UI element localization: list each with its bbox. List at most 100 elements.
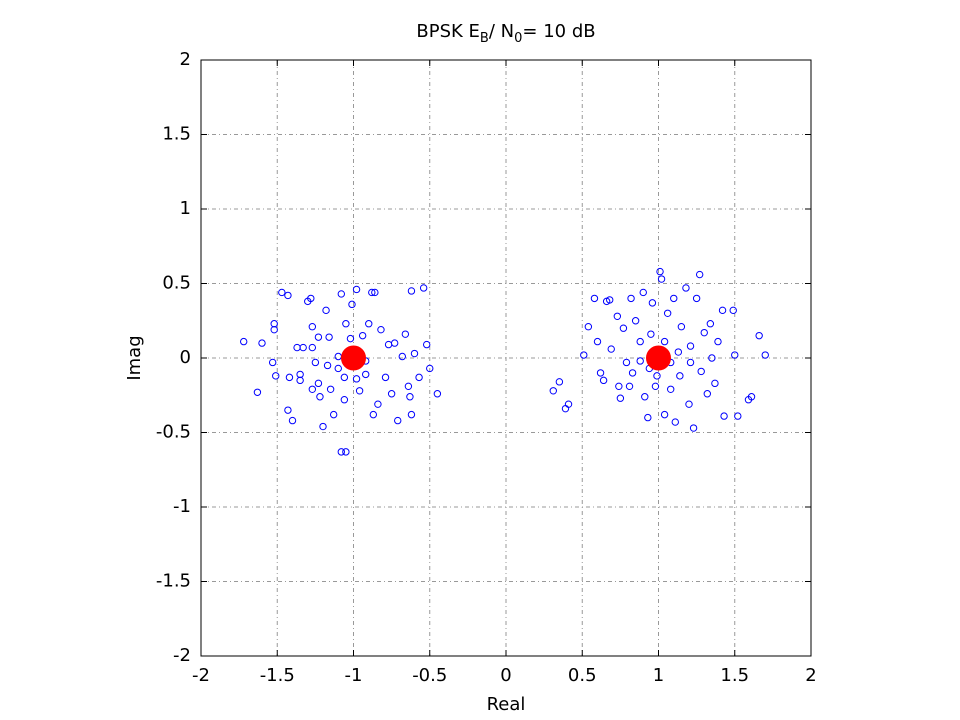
data-point xyxy=(706,320,715,328)
data-point xyxy=(406,393,414,401)
data-point xyxy=(368,288,376,297)
data-point xyxy=(342,448,350,456)
data-point xyxy=(663,309,672,317)
y-tick-label: -1.5 xyxy=(156,571,191,592)
data-point xyxy=(401,330,410,338)
data-point xyxy=(651,382,660,391)
chart-title: BPSK EB/ N0= 10 dB xyxy=(416,21,595,46)
data-point xyxy=(689,424,698,432)
data-point xyxy=(384,340,393,349)
data-point xyxy=(636,337,644,346)
data-point xyxy=(697,367,705,376)
data-point xyxy=(670,294,678,303)
data-point xyxy=(718,306,727,315)
data-point xyxy=(686,358,695,367)
data-point xyxy=(358,331,367,340)
data-point xyxy=(720,412,728,420)
y-axis-label: Imag xyxy=(124,335,145,380)
data-point xyxy=(636,357,644,365)
x-tick-label: 0 xyxy=(500,665,511,686)
data-point xyxy=(390,339,399,347)
data-point xyxy=(708,354,716,362)
data-point xyxy=(340,373,349,382)
x-tick-label: 2 xyxy=(805,665,816,686)
data-point xyxy=(671,418,679,426)
x-axis-label: Real xyxy=(487,694,526,715)
data-point xyxy=(398,352,406,361)
data-point xyxy=(410,349,419,358)
data-point xyxy=(329,410,338,419)
data-point xyxy=(355,387,364,395)
data-point xyxy=(433,390,442,398)
data-point xyxy=(314,379,323,388)
data-point xyxy=(695,270,704,279)
data-point xyxy=(644,413,652,422)
data-point xyxy=(311,358,320,367)
data-point xyxy=(700,328,708,337)
data-point xyxy=(337,290,345,298)
data-point xyxy=(729,306,737,315)
data-point xyxy=(319,422,327,431)
data-point xyxy=(564,400,573,408)
data-point xyxy=(648,299,657,307)
y-tick-label: 0.5 xyxy=(162,273,191,294)
data-point xyxy=(334,352,342,361)
data-point xyxy=(685,400,693,408)
data-point xyxy=(682,284,690,292)
data-point xyxy=(293,343,301,352)
data-point xyxy=(270,320,278,328)
x-tick-label: -1.5 xyxy=(260,665,295,686)
data-point xyxy=(657,275,666,283)
data-point xyxy=(625,382,634,391)
data-point xyxy=(316,393,324,401)
data-point xyxy=(268,358,277,367)
y-tick-label: 1 xyxy=(180,198,191,219)
data-point xyxy=(415,373,423,382)
data-point xyxy=(253,388,262,396)
data-point xyxy=(365,320,373,328)
data-point xyxy=(627,294,635,303)
data-point xyxy=(407,410,416,419)
plot-frame xyxy=(200,59,812,657)
data-point xyxy=(584,323,593,331)
data-point xyxy=(580,351,588,359)
data-point xyxy=(285,373,294,382)
data-point xyxy=(240,337,248,346)
x-tick-label: 0.5 xyxy=(568,665,597,686)
data-point xyxy=(394,416,402,425)
data-point xyxy=(761,351,769,359)
data-point xyxy=(371,288,379,297)
data-point xyxy=(334,364,342,373)
data-point xyxy=(322,306,330,315)
data-point xyxy=(676,372,684,380)
data-point xyxy=(747,393,756,401)
data-point xyxy=(606,296,614,304)
data-point xyxy=(299,343,307,352)
data-point xyxy=(692,294,701,303)
data-point xyxy=(314,333,323,341)
data-point xyxy=(426,364,434,373)
y-tick-label: 2 xyxy=(180,49,191,70)
data-point xyxy=(342,320,350,328)
data-point xyxy=(369,410,378,419)
data-point xyxy=(646,345,671,371)
data-point xyxy=(419,284,428,292)
data-point xyxy=(308,323,317,331)
data-point xyxy=(677,323,686,331)
y-tick-label: 1.5 xyxy=(162,124,191,145)
data-point xyxy=(616,394,625,402)
data-point xyxy=(326,385,335,393)
data-point xyxy=(593,337,602,346)
data-point xyxy=(667,385,675,393)
x-tick-label: -1 xyxy=(345,665,363,686)
data-point xyxy=(622,358,631,367)
data-point xyxy=(308,343,317,352)
data-point xyxy=(755,331,763,340)
data-point xyxy=(711,379,719,388)
y-tick-label: -0.5 xyxy=(156,422,191,443)
data-point xyxy=(387,390,396,398)
data-point xyxy=(613,312,622,320)
data-point xyxy=(686,342,695,350)
data-point xyxy=(340,396,349,404)
data-point xyxy=(272,372,280,380)
